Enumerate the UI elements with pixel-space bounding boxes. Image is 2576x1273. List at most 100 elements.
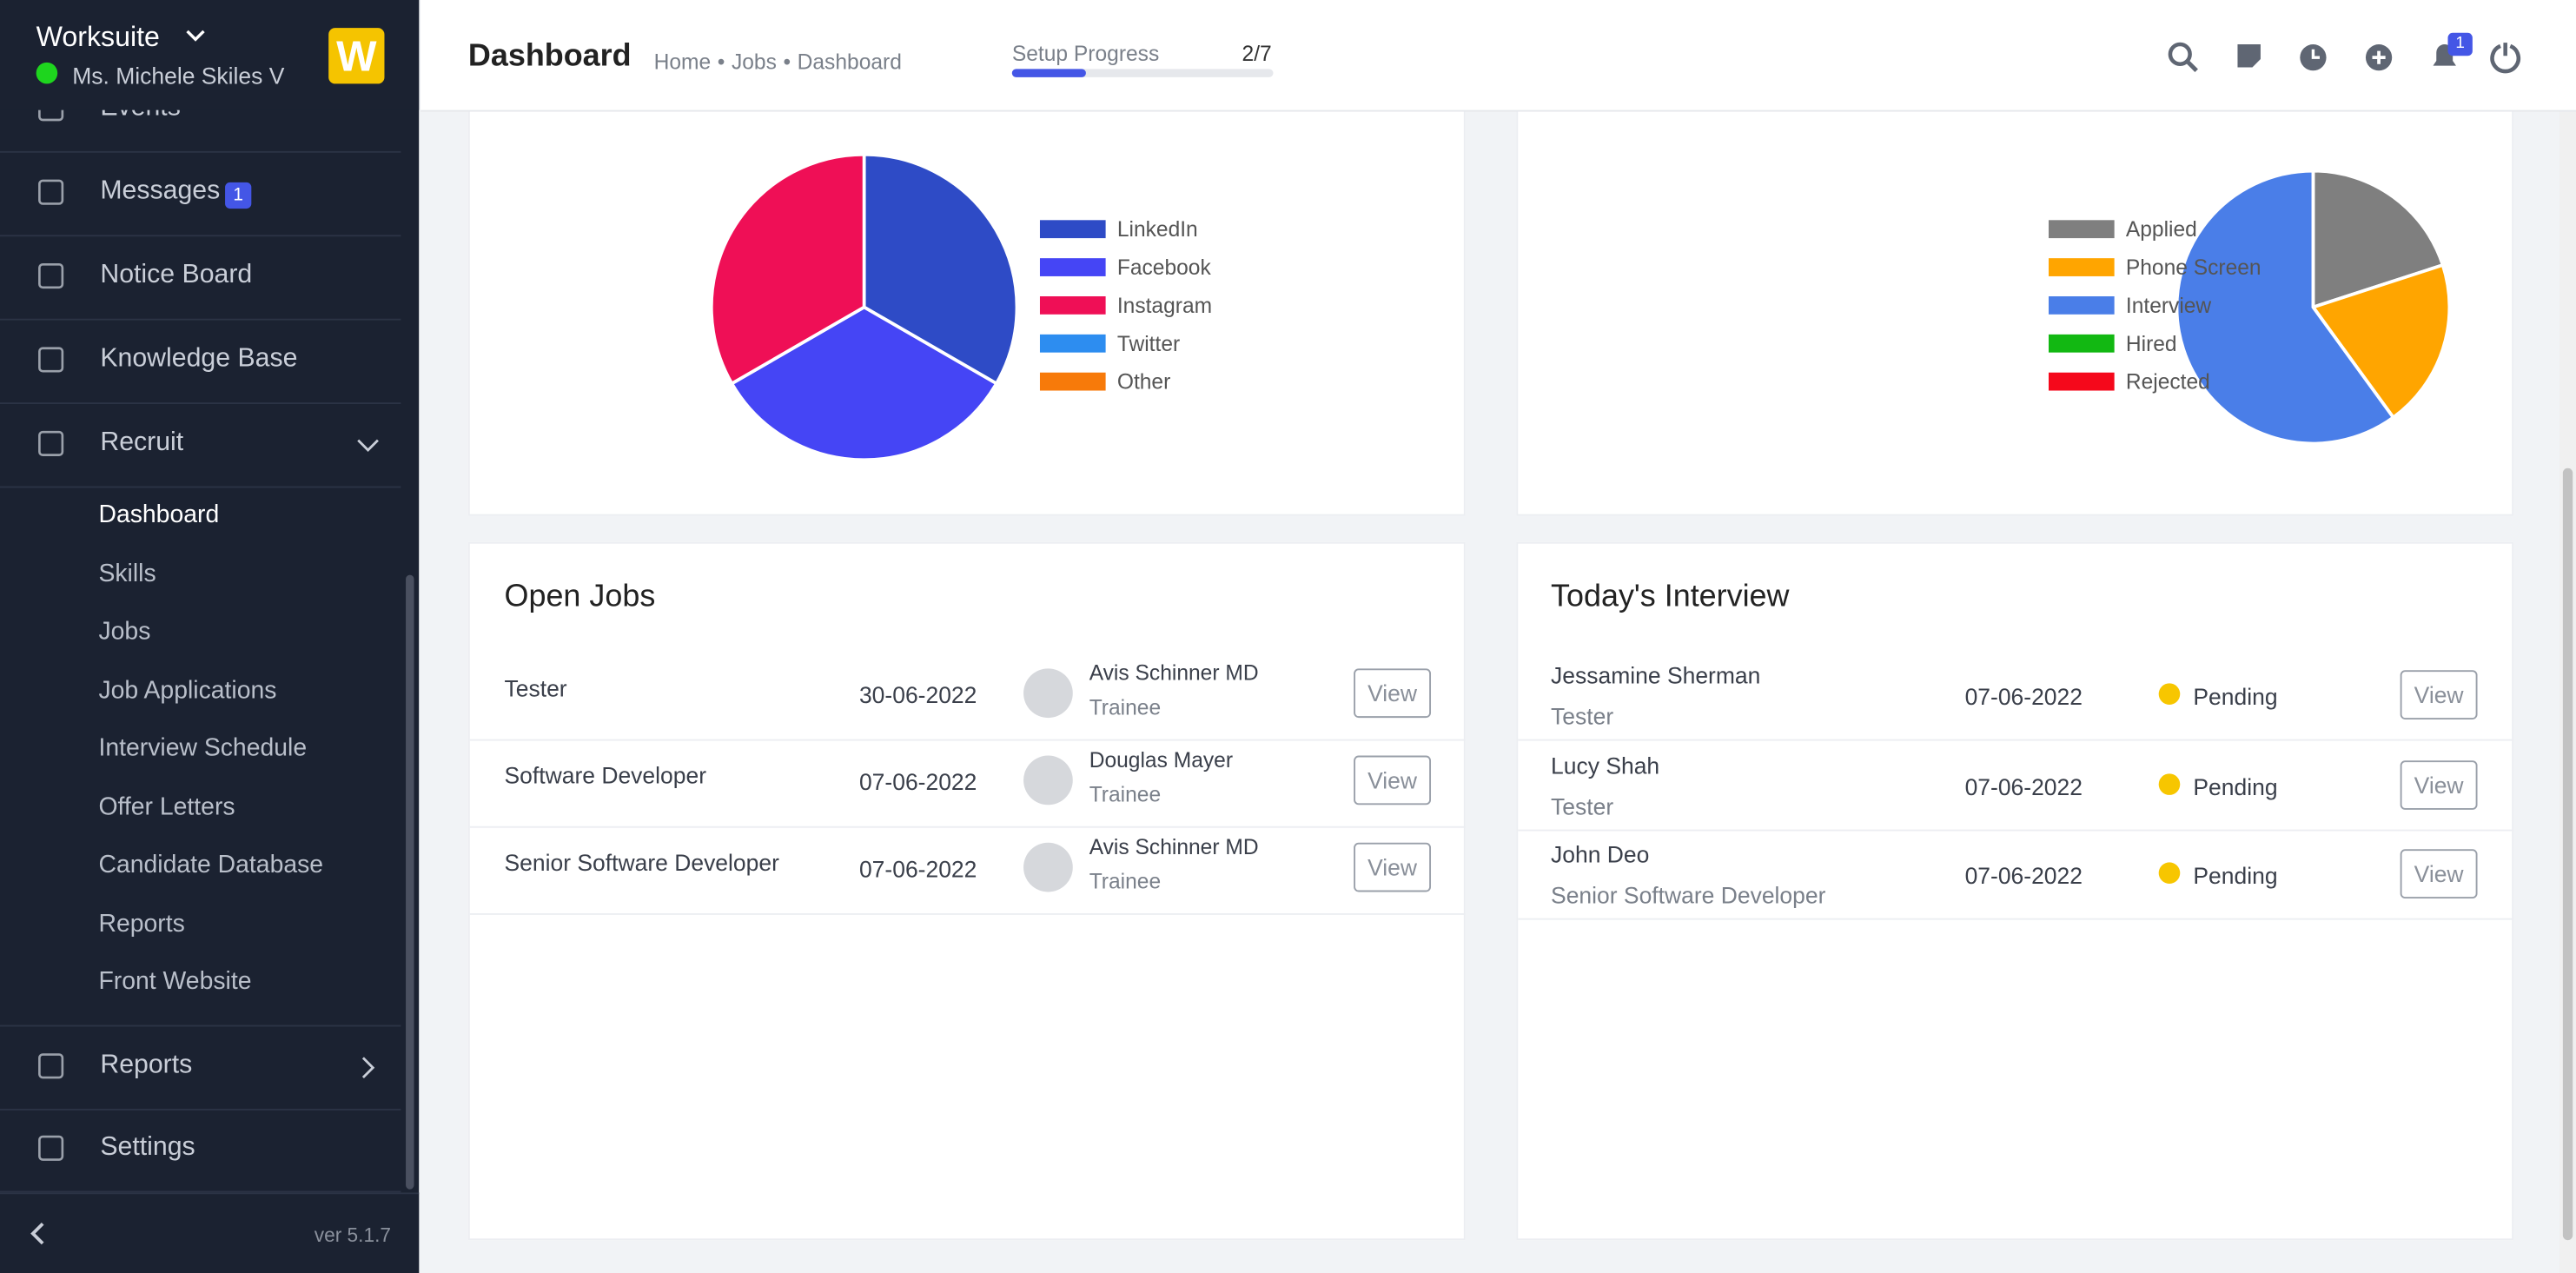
sidebar-footer: ver 5.1.7 [0,1192,420,1273]
legend-label: Interview [2126,295,2212,318]
job-title: Senior Software Developer [504,849,779,876]
menu-label: Reports [100,1051,193,1079]
submenu-item[interactable]: Dashboard [98,501,220,529]
status-dot [36,62,58,84]
collapse-icon[interactable] [30,1222,46,1245]
recruiter-role: Trainee [1089,868,1162,894]
menu-item[interactable]: Recruit [0,404,401,488]
header: Dashboard Home • Jobs • Dashboard Setup Prog… [421,0,2576,112]
version: ver 5.1.7 [314,1223,392,1247]
view-button[interactable]: View [2400,759,2478,810]
notes-icon[interactable] [2237,44,2261,68]
breadcrumb: Home • Jobs • Dashboard [654,50,902,74]
legend-swatch [2049,372,2115,391]
header-icons [2168,42,2521,74]
candidate-role: Senior Software Developer [1551,882,1826,910]
legend-swatch [1039,296,1106,315]
interview-row: Lucy Shah Tester 07-06-2022 Pending View [1518,742,2514,831]
recruiter-name: Avis Schinner MD [1089,834,1259,859]
job-date: 07-06-2022 [858,768,977,795]
job-date: 07-06-2022 [858,855,977,883]
pie-slice [709,152,866,386]
interview-row: Jessamine Sherman Tester 07-06-2022 Pending… [1518,652,2514,741]
legend-label: Hired [2126,333,2177,356]
sidebar: Worksuite Ms. Michele Skiles V W EventsM… [0,0,420,1273]
avatar [1023,668,1073,719]
power-icon[interactable] [2490,43,2521,74]
interview-card: Today's Interview Jessamine Sherman Teste… [1516,541,2514,1241]
legend-swatch [2049,334,2115,353]
crumb[interactable]: Home [653,49,712,75]
recruiter-name: Douglas Mayer [1089,747,1234,772]
candidate-name: John Deo [1551,841,1650,868]
submenu-item[interactable]: Interview Schedule [98,733,308,763]
legend-label: Rejected [2126,371,2210,394]
interview-row: John Deo Senior Software Developer 07-06-2… [1518,832,2514,921]
menu-item[interactable]: Knowledge Base [0,321,401,405]
legend-swatch [2049,220,2115,239]
status-dot [2158,683,2181,705]
menu-item[interactable]: Notice Board [0,236,401,321]
submenu-item[interactable]: Reports [98,909,185,938]
card-title: Today's Interview [1551,580,1790,614]
crumb[interactable]: Dashboard [797,49,902,75]
menu-item[interactable]: Settings [0,1109,401,1193]
page-title: Dashboard [467,39,632,75]
view-button[interactable]: View [1354,842,1432,892]
legend-swatch [1039,220,1106,239]
crumb[interactable]: Jobs [731,49,777,75]
submenu-item[interactable]: Front Website [98,967,252,996]
recruiter-role: Trainee [1089,781,1162,807]
source-card: LinkedIn Facebook Instagram Twitter Other [467,65,1466,516]
submenu-item[interactable]: Offer Letters [98,792,235,821]
job-title: Tester [504,674,567,702]
status: Pending [2193,772,2278,799]
legend-label: Other [1117,371,1170,394]
scrollbar[interactable] [2559,0,2576,1273]
legend-label: Facebook [1117,256,1212,280]
setup-count: 2/7 [1242,41,1272,66]
view-button[interactable]: View [2400,670,2478,719]
progress-bar [1011,69,1087,77]
legend-swatch [1039,258,1106,276]
brand-bar: Worksuite Ms. Michele Skiles V W [0,0,420,110]
submenu-item[interactable]: Job Applications [98,675,277,705]
menu-label: Notice Board [100,261,253,289]
legend-label: Twitter [1117,333,1180,356]
interview-date: 07-06-2022 [1964,683,2083,710]
submenu-item[interactable]: Skills [98,559,156,587]
job-row: Software Developer 07-06-2022 Douglas Maye… [469,739,1466,828]
view-button[interactable]: View [1354,755,1432,806]
view-button[interactable]: View [2400,850,2478,899]
legend-label: Instagram [1117,295,1212,318]
status: Pending [2193,863,2278,890]
search-icon[interactable] [2168,42,2192,66]
pie-slice [729,305,999,462]
content: LinkedIn Facebook Instagram Twitter Other Ap… [421,0,2559,1273]
status-dot [2158,863,2181,885]
status: Pending [2193,683,2278,710]
pie-slice [2175,169,2396,446]
progress-track [1011,69,1274,77]
menu-label: Messages [100,177,221,206]
sidebar-scrollbar [406,574,414,1190]
pie-chart: LinkedIn Facebook Instagram Twitter Other [709,152,1212,462]
separator: • [783,49,791,75]
candidate-role: Tester [1551,792,1614,819]
pie-slice [2311,169,2446,310]
menu-item[interactable]: Messages 1 [0,153,401,237]
setup-label: Setup Progress [1011,41,1160,66]
avatar [1023,755,1073,806]
legend-swatch [1039,334,1106,353]
submenu-item[interactable]: Candidate Database [98,851,324,879]
pie-slice [2310,262,2452,421]
menu-item[interactable]: Reports [0,1024,401,1111]
open-jobs-card: Open Jobs Tester 30-06-2022 Avis Schinner … [467,541,1466,1241]
view-button[interactable]: View [1354,668,1432,719]
brand-name[interactable]: Worksuite [36,21,160,53]
submenu-item[interactable]: Jobs [98,617,151,646]
pie-slice [862,152,1019,386]
